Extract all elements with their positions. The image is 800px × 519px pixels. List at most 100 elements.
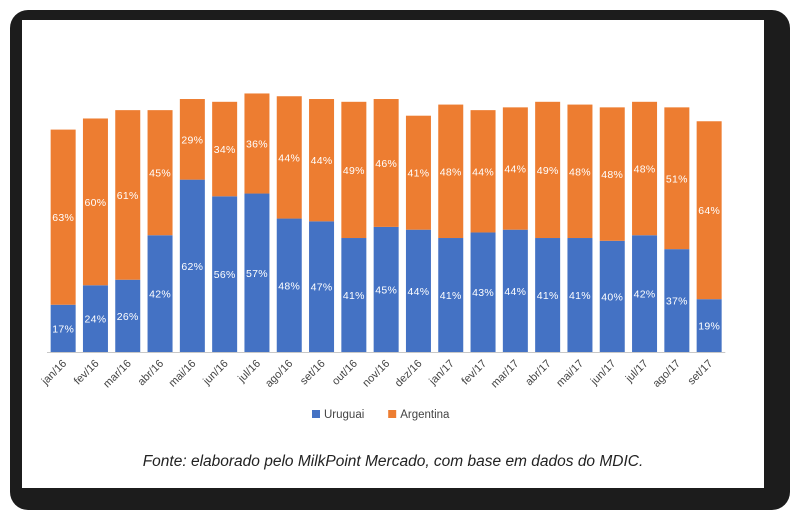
data-label-uruguai-jun-16: 56% xyxy=(214,269,236,281)
data-label-uruguai-jan-16: 17% xyxy=(52,323,74,335)
data-label-argentina-dez-16: 41% xyxy=(407,168,429,180)
bar-argentina-jul-16 xyxy=(244,93,270,194)
data-label-argentina-out-16: 49% xyxy=(343,165,365,177)
legend-label-argentina: Argentina xyxy=(400,409,450,421)
data-label-argentina-nov-16: 46% xyxy=(375,158,397,170)
legend-label-uruguai: Uruguai xyxy=(324,409,364,421)
x-tick-label-mar-17: mar/17 xyxy=(489,358,522,391)
x-tick-label-jun-16: jun/16 xyxy=(200,358,230,388)
bar-uruguai-mar-16 xyxy=(115,279,141,352)
bar-uruguai-jan-16 xyxy=(50,304,76,352)
bar-uruguai-dez-16 xyxy=(405,229,431,352)
data-label-uruguai-jul-16: 57% xyxy=(246,268,268,280)
legend-swatch-uruguai xyxy=(312,410,320,418)
bar-uruguai-mai-16 xyxy=(179,179,205,352)
bar-uruguai-jan-17 xyxy=(438,238,464,352)
data-label-argentina-jan-16: 63% xyxy=(52,212,74,224)
x-tick-label-jul-16: jul/16 xyxy=(235,358,263,386)
data-label-uruguai-mar-17: 44% xyxy=(504,286,526,298)
bar-uruguai-nov-16 xyxy=(373,226,399,352)
data-label-argentina-mai-17: 48% xyxy=(569,166,591,178)
data-label-uruguai-nov-16: 45% xyxy=(375,284,397,296)
x-tick-label-ago-17: ago/17 xyxy=(651,358,683,390)
data-label-argentina-abr-16: 45% xyxy=(149,168,171,180)
bar-argentina-mar-16 xyxy=(115,110,141,280)
x-tick-label-set-17: set/17 xyxy=(686,358,716,388)
bar-uruguai-abr-16 xyxy=(147,235,173,352)
bar-uruguai-set-17 xyxy=(696,299,722,352)
x-tick-label-jul-17: jul/17 xyxy=(623,358,651,386)
data-label-argentina-mar-16: 61% xyxy=(117,190,139,202)
data-label-uruguai-mar-16: 26% xyxy=(117,311,139,323)
data-label-uruguai-set-17: 19% xyxy=(698,321,720,333)
x-tick-label-fev-16: fev/16 xyxy=(72,358,102,388)
data-label-argentina-fev-16: 60% xyxy=(84,197,106,209)
data-label-uruguai-dez-16: 44% xyxy=(407,286,429,298)
x-tick-label-mar-16: mar/16 xyxy=(101,358,134,391)
data-label-argentina-jan-17: 48% xyxy=(440,166,462,178)
data-label-uruguai-set-16: 47% xyxy=(311,282,333,294)
data-label-argentina-fev-17: 44% xyxy=(472,166,494,178)
data-label-argentina-mar-17: 44% xyxy=(504,164,526,176)
data-label-argentina-abr-17: 49% xyxy=(537,165,559,177)
data-label-uruguai-jul-17: 42% xyxy=(634,289,656,301)
bar-argentina-set-17 xyxy=(696,121,722,300)
bar-argentina-ago-17 xyxy=(664,107,690,250)
data-label-uruguai-fev-17: 43% xyxy=(472,287,494,299)
bar-argentina-jun-17 xyxy=(599,107,625,241)
data-label-uruguai-out-16: 41% xyxy=(343,290,365,302)
bar-argentina-mai-16 xyxy=(179,99,205,180)
data-label-argentina-set-16: 44% xyxy=(311,155,333,167)
x-tick-label-fev-17: fev/17 xyxy=(459,358,489,388)
bar-uruguai-ago-16 xyxy=(276,218,302,352)
stacked-bar-chart: 17% 63% jan/16 24% 60% fev/16 26% 61% mar/16 42% 4… xyxy=(39,93,726,421)
data-label-argentina-set-17: 64% xyxy=(698,205,720,217)
data-label-argentina-ago-16: 44% xyxy=(278,152,300,164)
data-label-uruguai-mai-17: 41% xyxy=(569,290,591,302)
source-note: Fonte: elaborado pelo MilkPoint Mercado,… xyxy=(142,453,644,470)
x-tick-label-jun-17: jun/17 xyxy=(588,358,618,388)
bar-argentina-fev-17 xyxy=(470,110,496,233)
data-label-argentina-jul-17: 48% xyxy=(634,164,656,176)
x-tick-label-jan-17: jan/17 xyxy=(426,358,456,388)
bar-argentina-nov-16 xyxy=(373,99,399,227)
bar-argentina-jan-17 xyxy=(438,104,464,239)
bar-uruguai-fev-16 xyxy=(82,285,108,352)
x-tick-label-nov-16: nov/16 xyxy=(360,358,392,390)
x-tick-label-mai-16: mai/16 xyxy=(167,358,199,390)
bar-uruguai-fev-17 xyxy=(470,232,496,352)
bar-uruguai-jun-16 xyxy=(212,196,238,352)
x-tick-label-set-16: set/16 xyxy=(298,358,328,388)
bar-uruguai-out-16 xyxy=(341,238,367,352)
legend-swatch-argentina xyxy=(388,410,397,418)
bar-argentina-dez-16 xyxy=(405,115,431,230)
data-label-uruguai-ago-16: 48% xyxy=(278,280,300,292)
bar-uruguai-ago-17 xyxy=(664,249,690,352)
x-tick-label-out-16: out/16 xyxy=(330,358,360,388)
bar-uruguai-abr-17 xyxy=(535,238,561,352)
x-tick-label-ago-16: ago/16 xyxy=(263,358,295,390)
x-tick-label-abr-16: abr/16 xyxy=(136,358,167,389)
x-tick-label-jan-16: jan/16 xyxy=(39,358,69,388)
bar-uruguai-jul-17 xyxy=(632,235,658,352)
bar-argentina-mar-17 xyxy=(502,107,528,230)
data-label-argentina-jun-16: 34% xyxy=(214,144,236,156)
bar-argentina-jun-16 xyxy=(212,101,238,197)
bar-uruguai-mai-17 xyxy=(567,238,593,352)
bar-argentina-abr-17 xyxy=(535,101,561,239)
data-label-argentina-jul-16: 36% xyxy=(246,139,268,151)
bar-uruguai-jun-17 xyxy=(599,240,625,352)
bar-argentina-fev-16 xyxy=(82,118,108,286)
data-label-uruguai-jan-17: 41% xyxy=(440,290,462,302)
data-label-uruguai-ago-17: 37% xyxy=(666,296,688,308)
data-label-argentina-ago-17: 51% xyxy=(666,173,688,185)
bar-argentina-set-16 xyxy=(309,99,335,222)
x-tick-label-abr-17: abr/17 xyxy=(523,358,554,389)
data-label-argentina-jun-17: 48% xyxy=(601,169,623,181)
data-label-argentina-mai-16: 29% xyxy=(181,134,203,146)
x-tick-label-mai-17: mai/17 xyxy=(554,358,586,390)
bar-uruguai-jul-16 xyxy=(244,193,270,352)
chart-panel: 17% 63% jan/16 24% 60% fev/16 26% 61% mar/16 42% 4… xyxy=(22,20,764,488)
data-label-uruguai-jun-17: 40% xyxy=(601,291,623,303)
data-label-uruguai-abr-16: 42% xyxy=(149,289,171,301)
